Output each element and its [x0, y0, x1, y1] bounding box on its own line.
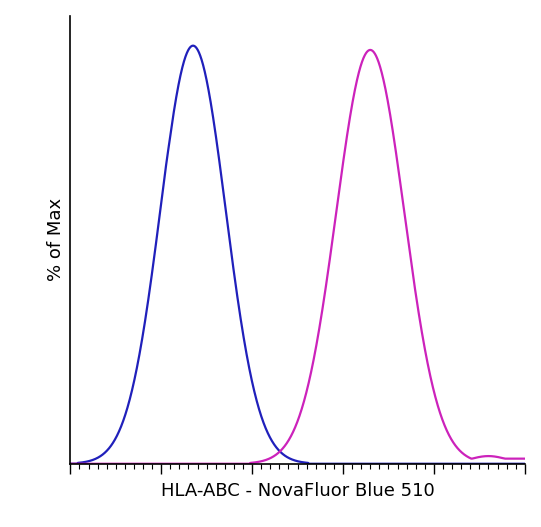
X-axis label: HLA-ABC - NovaFluor Blue 510: HLA-ABC - NovaFluor Blue 510	[161, 482, 434, 500]
Y-axis label: % of Max: % of Max	[47, 198, 65, 281]
